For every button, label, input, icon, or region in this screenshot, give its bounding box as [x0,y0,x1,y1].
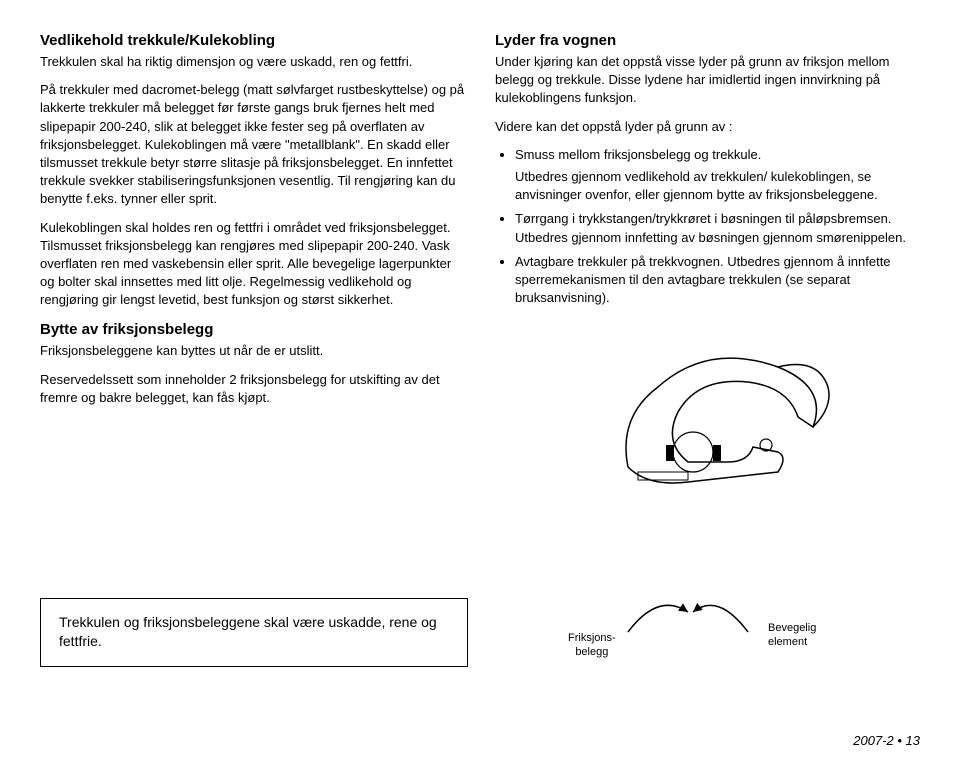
para-5: Reservedelssett som inneholder 2 friksjo… [40,371,465,407]
note-box: Trekkulen og friksjonsbeleggene skal vær… [40,598,468,667]
para-3: Kulekoblingen skal holdes ren og fettfri… [40,219,465,310]
arrow-svg [508,552,868,672]
para-r2: Videre kan det oppstå lyder på grunn av … [495,118,920,136]
bullet-1-sub: Utbedres gjennom vedlikehold av trekkule… [515,168,920,204]
para-r1: Under kjøring kan det oppstå visse lyder… [495,53,920,108]
bullet-3: Avtagbare trekkuler på trekkvognen. Utbe… [515,253,920,308]
bottom-row: Trekkulen og friksjonsbeleggene skal vær… [40,552,920,712]
bullet-list: Smuss mellom friksjonsbelegg og trekkule… [495,146,920,308]
label-friksjon-1: Friksjons- [568,632,616,644]
para-4: Friksjonsbeleggene kan byttes ut når de … [40,342,465,360]
heading-bytte: Bytte av friksjonsbelegg [40,319,465,340]
page-footer: 2007-2 • 13 [40,732,920,750]
label-bevegelig-2: element [768,636,807,648]
heading-lyder: Lyder fra vognen [495,30,920,51]
right-column: Lyder fra vognen Under kjøring kan det o… [495,30,920,522]
bullet-1: Smuss mellom friksjonsbelegg og trekkule… [515,146,920,205]
left-column: Vedlikehold trekkule/Kulekobling Trekkul… [40,30,465,522]
diagram-labels: Friksjons- belegg Bevegelig element [508,552,920,712]
para-1: Trekkulen skal ha riktig dimensjon og væ… [40,53,465,71]
label-bevegelig-1: Bevegelig [768,622,816,634]
bullet-2: Tørrgang i trykkstangen/trykkrøret i bøs… [515,210,920,246]
bullet-1-text: Smuss mellom friksjonsbelegg og trekkule… [515,147,761,162]
para-2: På trekkuler med dacromet-belegg (matt s… [40,81,465,208]
label-friksjon-2: belegg [575,646,608,658]
label-friksjon: Friksjons- belegg [568,632,616,658]
coupling-svg [578,317,838,517]
label-bevegelig: Bevegelig element [768,622,816,648]
coupling-diagram [495,317,920,522]
heading-vedlikehold: Vedlikehold trekkule/Kulekobling [40,30,465,51]
